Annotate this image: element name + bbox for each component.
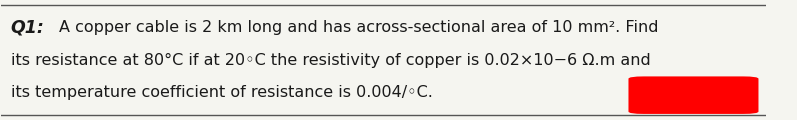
FancyBboxPatch shape: [629, 76, 759, 114]
Text: Q1:: Q1:: [10, 18, 45, 36]
Text: its resistance at 80°C if at 20◦C the resistivity of copper is 0.02×10−6 Ω.m and: its resistance at 80°C if at 20◦C the re…: [10, 52, 650, 68]
Text: A copper cable is 2 km long and has across-sectional area of 10 mm². Find: A copper cable is 2 km long and has acro…: [59, 20, 658, 35]
Text: its temperature coefficient of resistance is 0.004/◦C.: its temperature coefficient of resistanc…: [10, 85, 433, 100]
